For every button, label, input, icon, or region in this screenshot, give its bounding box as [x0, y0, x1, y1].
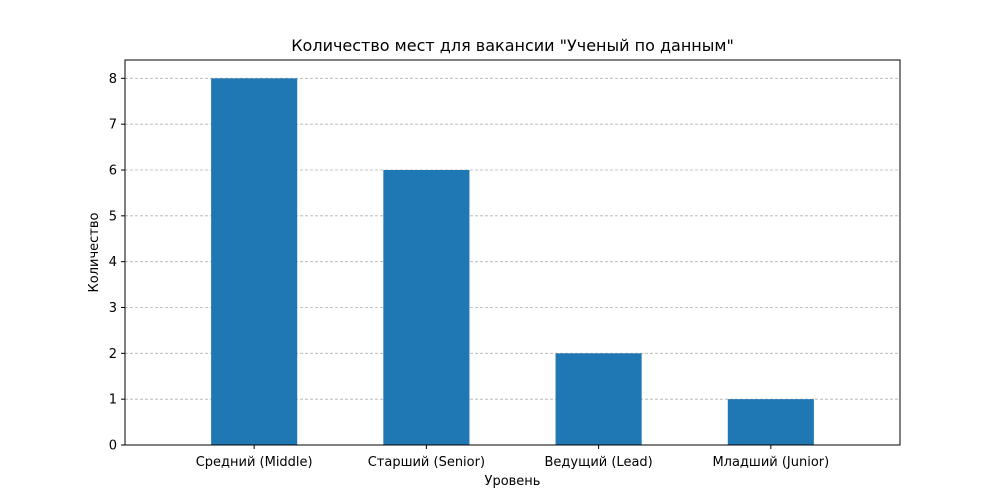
bar	[383, 170, 470, 445]
y-tick-label: 3	[109, 301, 117, 316]
y-tick-label: 1	[109, 393, 117, 408]
bar	[211, 78, 298, 445]
x-tick-label: Средний (Middle)	[196, 455, 313, 470]
x-tick-label: Ведущий (Lead)	[544, 455, 652, 470]
y-tick-label: 7	[109, 118, 117, 133]
y-tick-label: 4	[109, 255, 117, 270]
y-tick-label: 8	[109, 72, 117, 87]
x-axis-ticks: Средний (Middle) Старший (Senior) Ведущий …	[196, 445, 829, 470]
bar	[555, 353, 642, 445]
x-axis-label: Уровень	[485, 474, 541, 489]
y-tick-label: 6	[109, 164, 117, 179]
y-axis-label: Количество	[87, 212, 102, 292]
x-tick-label: Младший (Junior)	[712, 455, 829, 470]
bar	[727, 399, 814, 445]
plot-area-frame	[124, 59, 901, 446]
y-tick-label: 2	[109, 347, 117, 362]
chart-title: Количество мест для вакансии "Ученый по …	[291, 36, 734, 55]
y-tick-label: 5	[109, 209, 117, 224]
y-axis-ticks: 0 1 2 3 4 5 6 7 8	[109, 72, 125, 454]
bars	[211, 78, 814, 445]
x-tick-label: Старший (Senior)	[368, 455, 485, 470]
y-tick-label: 0	[109, 439, 117, 454]
